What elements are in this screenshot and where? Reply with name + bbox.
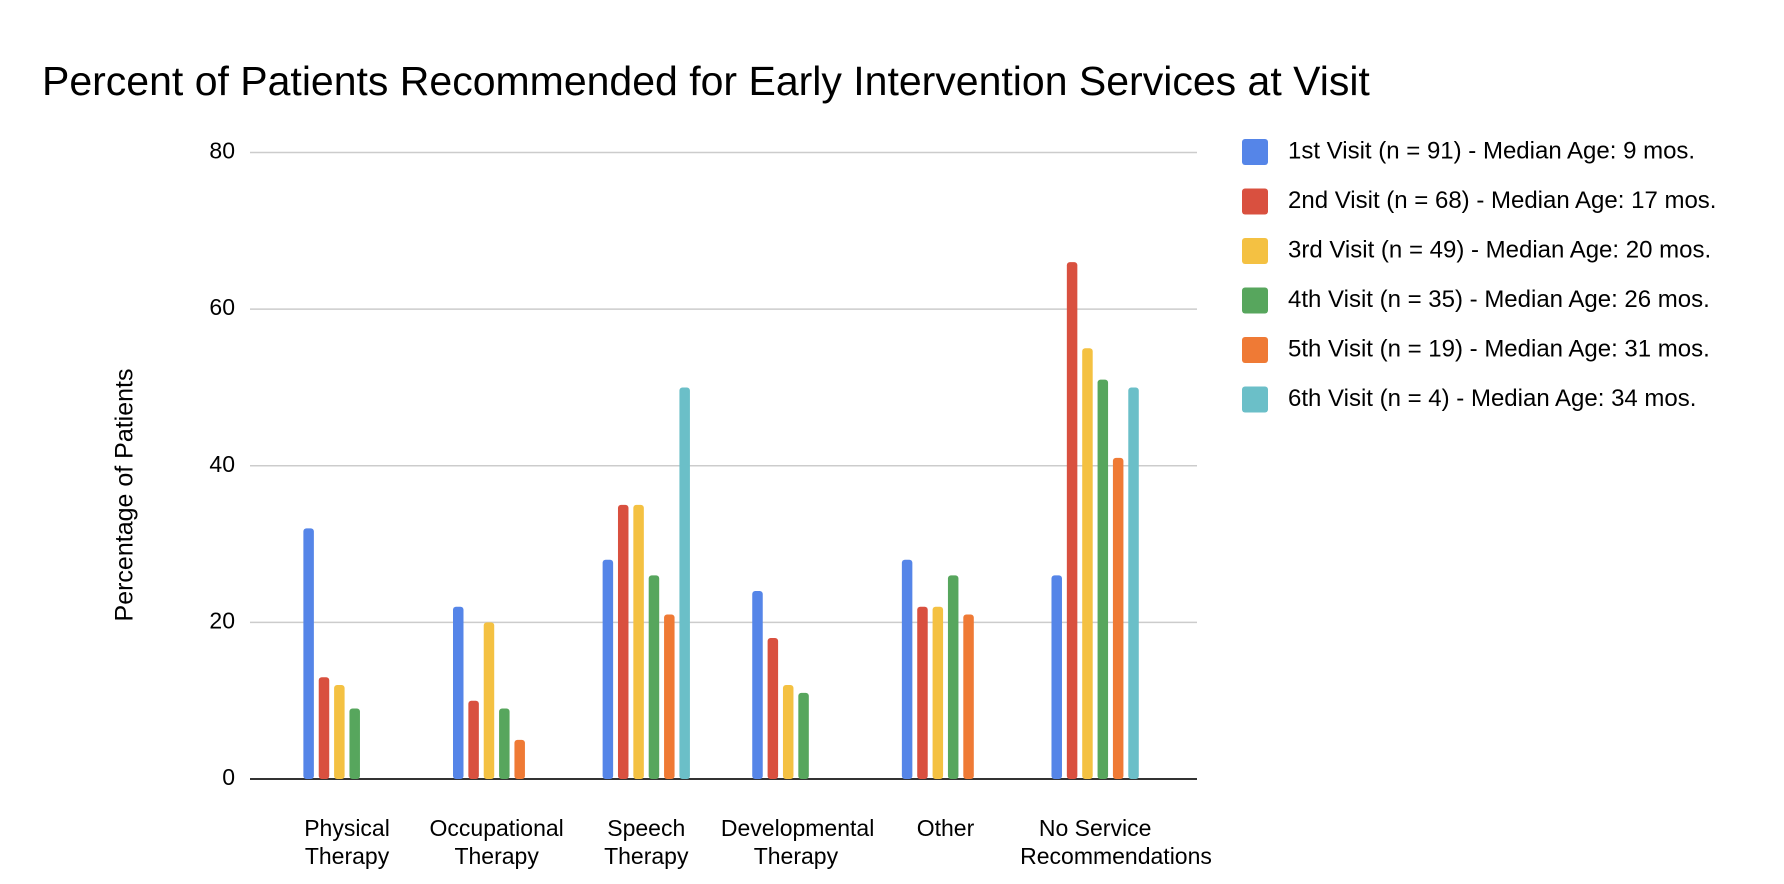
bar [767,638,779,779]
legend-swatch [1242,238,1268,264]
bar [917,606,928,779]
bar [483,622,495,779]
legend-label: 2nd Visit (n = 68) - Median Age: 17 mos. [1288,187,1716,214]
bar [664,614,675,779]
bar [602,559,614,779]
y-tick-label: 0 [222,764,235,790]
bar [617,504,629,779]
bar [514,739,525,779]
y-axis-label: Percentage of Patients [111,369,139,622]
bar [1112,457,1124,779]
legend-label: 1st Visit (n = 91) - Median Age: 9 mos. [1288,137,1695,164]
bar [318,677,330,779]
bar [932,606,944,779]
bar [499,708,510,779]
y-tick-label: 20 [209,607,235,633]
bar [679,387,690,779]
legend-label: 4th Visit (n = 35) - Median Age: 26 mos. [1288,286,1710,313]
bar [963,614,974,779]
bar [648,575,660,779]
bar [1051,575,1062,779]
bar [1097,379,1109,779]
x-tick-label: Physical Therapy [304,815,390,869]
bar [1066,262,1078,779]
bar [303,528,314,779]
bar [452,606,464,779]
bar [1082,348,1093,779]
x-tick-label: No Service Recommendations [1020,815,1212,869]
bar [633,504,644,779]
x-tick-label: Developmental Therapy [720,815,875,869]
legend-swatch [1242,188,1268,215]
bar [468,700,479,779]
bar [1128,387,1139,779]
bar [782,685,794,779]
x-tick-label: Occupational Therapy [429,815,564,869]
legend-label: 5th Visit (n = 19) - Median Age: 31 mos. [1288,335,1710,362]
bar [947,575,959,779]
legend-swatch [1242,139,1268,165]
y-tick-label: 80 [209,138,235,164]
bar [334,685,345,779]
chart-title: Percent of Patients Recommended for Earl… [42,58,1370,104]
legend-swatch [1242,386,1268,413]
legend-label: 6th Visit (n = 4) - Median Age: 34 mos. [1288,385,1696,412]
legend-swatch [1242,287,1268,314]
legend-swatch [1242,337,1268,363]
bar [798,692,809,779]
y-tick-label: 40 [209,451,235,477]
x-tick-label: Speech Therapy [604,815,689,869]
y-tick-label: 60 [209,294,235,320]
legend-label: 3rd Visit (n = 49) - Median Age: 20 mos. [1288,236,1711,263]
bar [349,708,360,779]
bar [901,559,913,779]
bar [752,591,763,779]
x-tick-label: Other [916,815,975,841]
